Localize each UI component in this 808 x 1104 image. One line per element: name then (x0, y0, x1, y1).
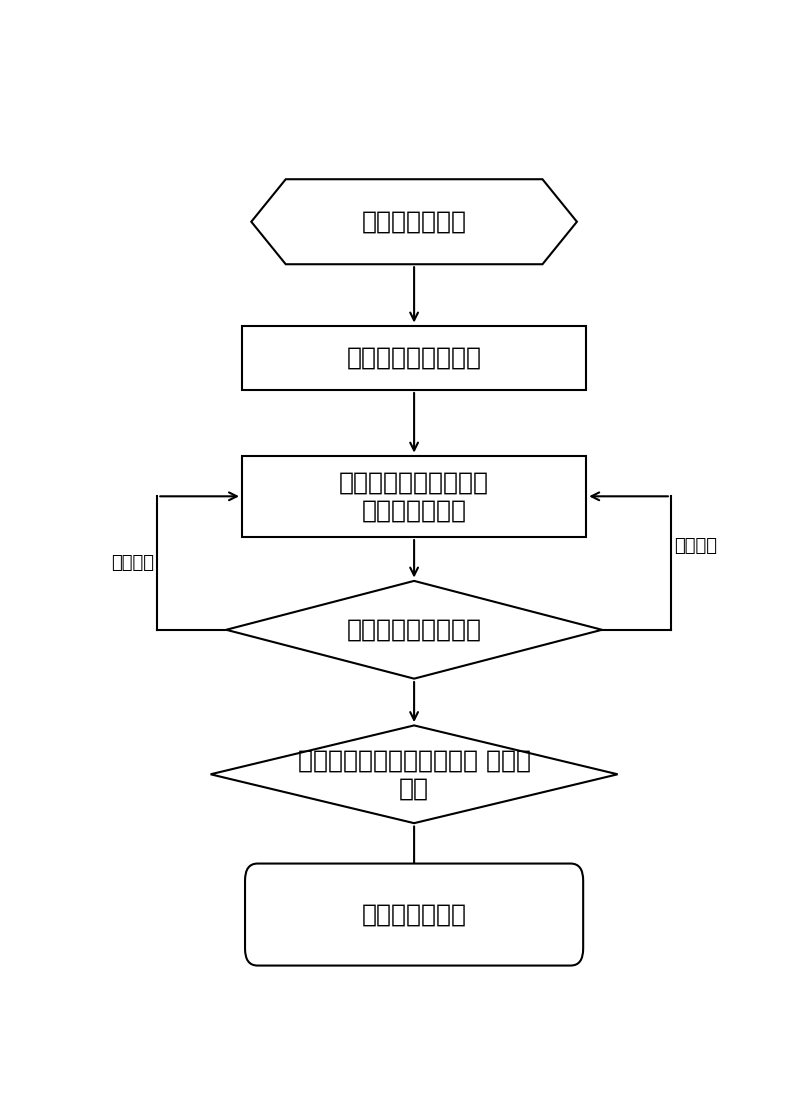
FancyBboxPatch shape (245, 863, 583, 966)
Text: 触发二维表绘制: 触发二维表绘制 (362, 210, 466, 234)
Bar (242, 326, 587, 390)
Text: 进行属性修改（画面属
性、数据属性）: 进行属性修改（画面属 性、数据属性） (339, 470, 489, 522)
Text: 二维表绘制成功: 二维表绘制成功 (362, 903, 466, 926)
Bar (242, 456, 587, 537)
Text: 进行属性存储（画面属性、 数据属
性）: 进行属性存储（画面属性、 数据属 性） (297, 749, 531, 800)
Text: 需要修改: 需要修改 (674, 537, 717, 555)
Text: 二维表重计算后展示: 二维表重计算后展示 (347, 618, 482, 641)
Polygon shape (226, 581, 602, 679)
Polygon shape (251, 179, 577, 264)
Polygon shape (211, 725, 617, 824)
Text: 在画面上绘制二维表: 在画面上绘制二维表 (347, 346, 482, 370)
Text: 需要修改: 需要修改 (112, 554, 154, 572)
